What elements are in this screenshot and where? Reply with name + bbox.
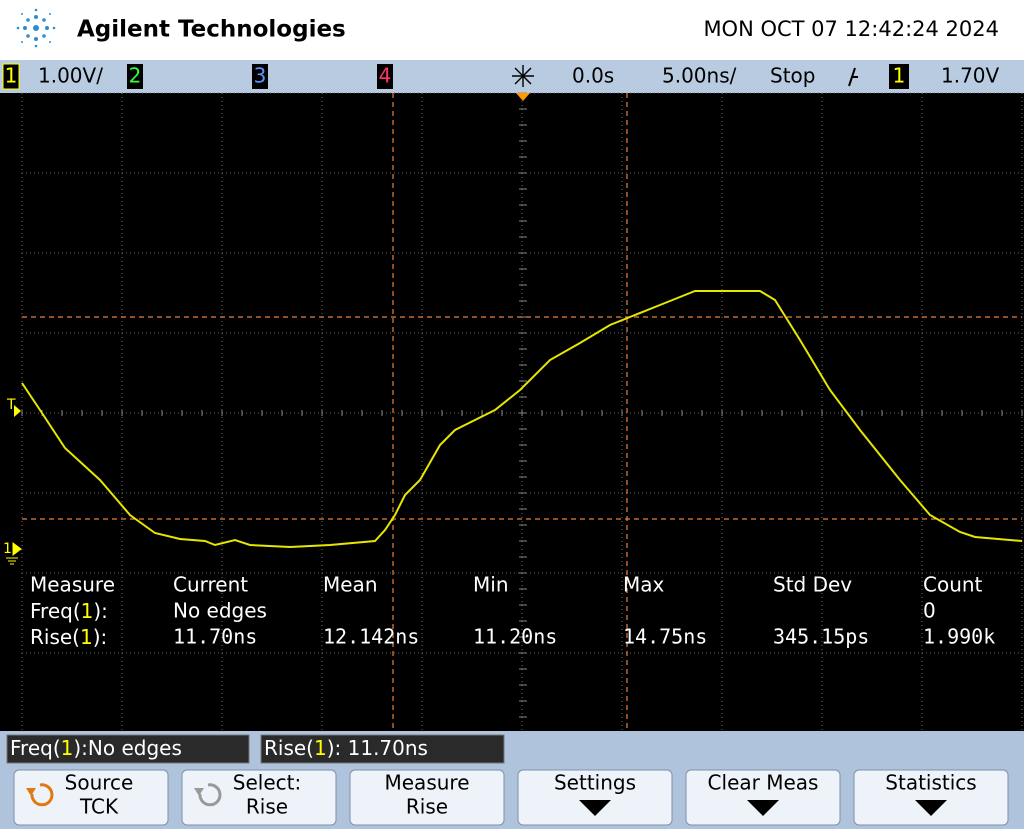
- readout-prefix: Rise(: [264, 736, 314, 760]
- softkey[interactable]: Clear Meas: [685, 769, 841, 826]
- softkey-arrow: [915, 800, 947, 816]
- ch1-box: [2, 63, 20, 90]
- trigger-slope-icon: [848, 67, 858, 87]
- measure-count: 1.990k: [923, 625, 995, 649]
- ch1-label: 1: [5, 64, 18, 88]
- measure-header: Current: [173, 573, 248, 597]
- label-suffix: ):: [93, 599, 108, 623]
- label-suffix: ):: [93, 625, 108, 649]
- measure-max: 14.75ns: [623, 625, 707, 649]
- softkey-label: Source: [65, 771, 134, 795]
- ch4-label: 4: [379, 64, 392, 88]
- measure-header: Measure: [30, 573, 115, 597]
- measurements-table: Measure Current Mean Min Max Std Dev Count Freq…: [30, 573, 995, 649]
- waveform: [21, 290, 1023, 549]
- trigger-level: 1.70V: [941, 64, 1000, 88]
- run-state: Stop: [770, 64, 815, 88]
- trigger-source-box: [889, 64, 909, 89]
- logo: [16, 8, 56, 48]
- softkey-button[interactable]: [517, 769, 673, 826]
- ch3-box: [252, 64, 268, 89]
- measure-header: Count: [923, 573, 983, 597]
- softkey-arrow: [579, 800, 611, 816]
- readout-box: [6, 734, 250, 764]
- softkey-value: Rise: [406, 795, 448, 819]
- softkey-value: Rise: [246, 795, 288, 819]
- softkey-label: Statistics: [885, 771, 976, 795]
- readouts: Freq(1):No edges Rise(1): 11.70ns: [6, 734, 505, 764]
- measure-mean: 12.142ns: [323, 625, 419, 649]
- ch2-label: 2: [129, 64, 142, 88]
- timebase: 5.00ns/: [662, 64, 737, 88]
- measure-label: Rise(1):: [30, 625, 107, 649]
- measure-count: 0: [923, 599, 936, 623]
- readout-channel: 1: [314, 736, 327, 760]
- ground-arrow: [6, 542, 22, 565]
- ch1-scale: 1.00V/: [38, 64, 103, 88]
- trigger-level-arrow: [14, 405, 21, 417]
- measure-header: Max: [623, 573, 665, 597]
- softkey-button[interactable]: [349, 769, 505, 826]
- measure-std-dev: 345.15ps: [773, 625, 869, 649]
- trigger-source: 1: [893, 64, 906, 88]
- softkey-button[interactable]: [685, 769, 841, 826]
- softkey-button[interactable]: [181, 769, 337, 826]
- delay: 0.0s: [572, 64, 614, 88]
- measure-label: Freq(1):: [30, 599, 108, 623]
- softkey-label: Clear Meas: [708, 771, 819, 795]
- entry-knob-icon: [30, 783, 54, 807]
- readout-channel: 1: [61, 736, 74, 760]
- readout: Rise(1): 11.70ns: [264, 736, 428, 760]
- ch3-label: 3: [254, 64, 267, 88]
- entry-knob-icon: [198, 783, 222, 807]
- label-channel: 1: [80, 625, 93, 649]
- label-channel: 1: [81, 599, 94, 623]
- softkey-label: Select:: [233, 771, 301, 795]
- softkey-button[interactable]: [853, 769, 1009, 826]
- trigger-position-marker: [516, 93, 530, 101]
- readout-suffix: ):No edges: [73, 736, 182, 760]
- softkey-label: Measure: [385, 771, 470, 795]
- readout: Freq(1):No edges: [10, 736, 182, 760]
- softkey-arrow: [747, 800, 779, 816]
- softkey-value: TCK: [79, 795, 119, 819]
- measure-header: Min: [473, 573, 509, 597]
- label-prefix: Rise(: [30, 625, 80, 649]
- trigger-level-marker: T: [6, 397, 16, 413]
- datetime: MON OCT 07 12:42:24 2024: [703, 17, 999, 41]
- measure-min: 11.20ns: [473, 625, 557, 649]
- measure-header: Mean: [323, 573, 378, 597]
- measure-current: No edges: [173, 599, 267, 623]
- label-prefix: Freq(: [30, 599, 81, 623]
- ch2-box: [127, 64, 143, 89]
- header-bg: [0, 0, 1024, 60]
- measure-current: 11.70ns: [173, 625, 257, 649]
- entry-knob-arrow: [194, 788, 204, 796]
- ground-marker: 1: [3, 541, 12, 557]
- softkey-button[interactable]: [13, 769, 169, 826]
- softkey[interactable]: Statistics: [853, 769, 1009, 826]
- readout-prefix: Freq(: [10, 736, 61, 760]
- ch4-box: [377, 64, 393, 89]
- softkey-label: Settings: [554, 771, 636, 795]
- measure-header: Std Dev: [773, 573, 852, 597]
- softkey[interactable]: Select:Rise: [181, 769, 337, 826]
- readout-box: [260, 734, 505, 764]
- brand: Agilent Technologies: [77, 17, 346, 43]
- readout-suffix: ): 11.70ns: [327, 736, 428, 760]
- softkey[interactable]: Settings: [517, 769, 673, 826]
- entry-knob-arrow: [26, 788, 36, 796]
- delay-icon: [512, 65, 534, 87]
